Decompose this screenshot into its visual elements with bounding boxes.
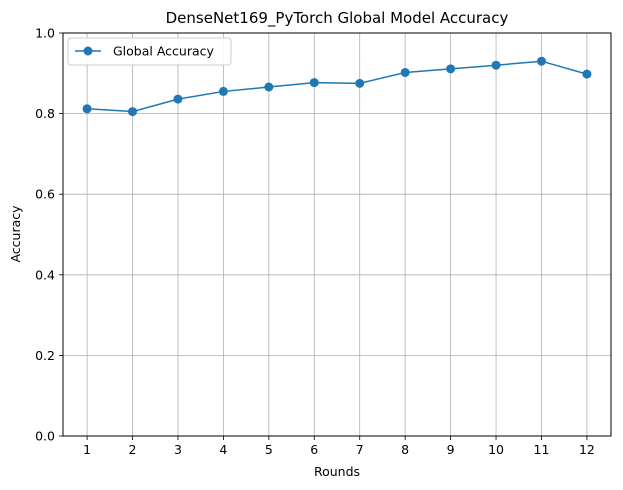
y-tick-label: 0.4 bbox=[35, 267, 55, 282]
plot-area bbox=[62, 32, 612, 437]
data-point bbox=[264, 82, 274, 92]
data-point bbox=[582, 69, 592, 79]
x-axis: 1 2 3 4 5 6 7 8 9 10 11 12 bbox=[83, 436, 595, 457]
x-tick-label: 10 bbox=[488, 442, 504, 457]
legend-marker-icon bbox=[83, 46, 93, 56]
x-tick-label: 2 bbox=[129, 442, 137, 457]
y-tick-label: 0.0 bbox=[35, 429, 55, 444]
data-point bbox=[355, 78, 365, 88]
x-tick-label: 1 bbox=[83, 442, 91, 457]
series-line bbox=[87, 60, 588, 113]
legend-label: Global Accuracy bbox=[113, 44, 215, 59]
data-point bbox=[218, 86, 228, 96]
x-tick-label: 7 bbox=[356, 442, 364, 457]
x-tick-label: 6 bbox=[310, 442, 318, 457]
y-tick-label: 0.8 bbox=[35, 106, 55, 121]
y-axis: 0.0 0.2 0.4 0.6 0.8 1.0 bbox=[35, 26, 63, 444]
y-tick-label: 1.0 bbox=[35, 26, 55, 41]
data-point bbox=[173, 94, 183, 104]
x-tick-label: 11 bbox=[534, 442, 550, 457]
series-layer bbox=[82, 56, 592, 117]
x-tick-label: 4 bbox=[219, 442, 227, 457]
x-tick-label: 8 bbox=[401, 442, 409, 457]
x-tick-label: 12 bbox=[579, 442, 595, 457]
x-tick-label: 3 bbox=[174, 442, 182, 457]
grid bbox=[63, 32, 611, 437]
legend-box bbox=[67, 37, 232, 66]
data-point bbox=[536, 56, 546, 66]
data-point bbox=[82, 104, 92, 114]
y-tick-label: 0.6 bbox=[35, 187, 55, 202]
data-point bbox=[446, 64, 456, 74]
data-point bbox=[400, 67, 410, 77]
legend: Global Accuracy bbox=[67, 37, 232, 66]
chart-title: DenseNet169_PyTorch Global Model Accurac… bbox=[166, 9, 509, 28]
data-point bbox=[128, 107, 138, 117]
x-tick-label: 5 bbox=[265, 442, 273, 457]
y-tick-label: 0.2 bbox=[35, 348, 55, 363]
y-axis-label: Accuracy bbox=[8, 205, 23, 263]
x-tick-label: 9 bbox=[447, 442, 455, 457]
x-axis-label: Rounds bbox=[314, 464, 360, 479]
data-point bbox=[309, 78, 319, 88]
data-point bbox=[491, 60, 501, 70]
